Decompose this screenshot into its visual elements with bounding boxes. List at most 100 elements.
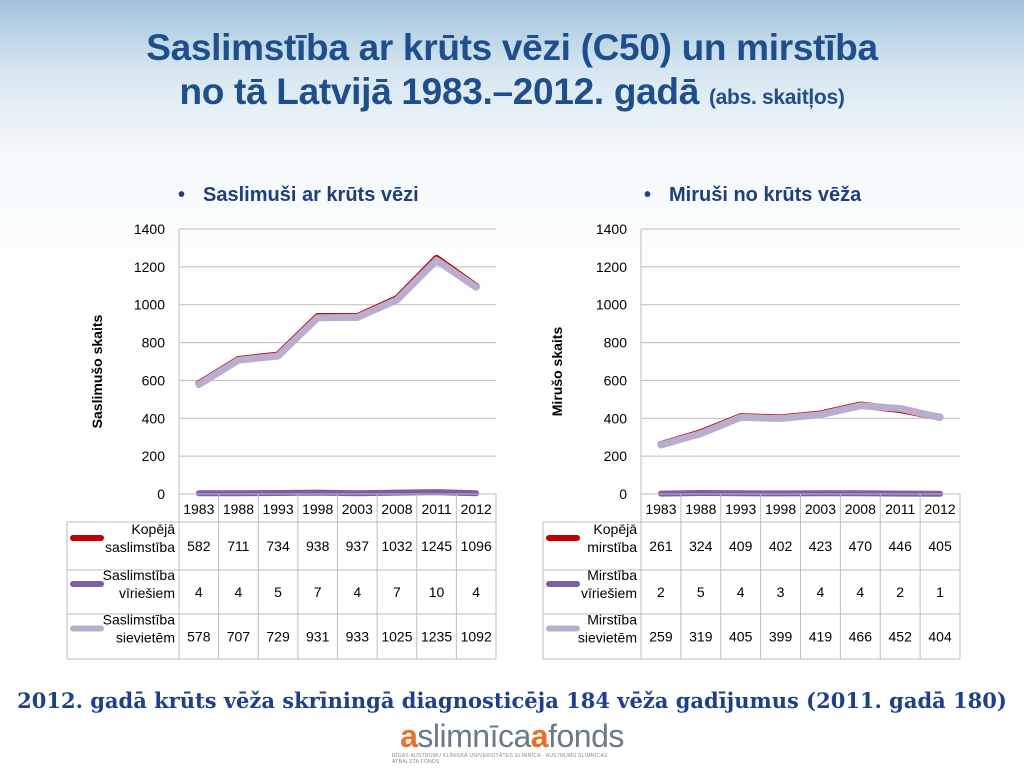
y-tick-label: 0 xyxy=(619,486,627,502)
y-tick-label: 200 xyxy=(604,448,628,464)
legend-label: sievietēm xyxy=(578,630,637,646)
x-tick-label: 1998 xyxy=(302,501,333,517)
logo-a-2: a xyxy=(530,718,549,754)
data-value: 324 xyxy=(689,538,713,554)
x-tick-label: 1983 xyxy=(645,501,676,517)
mortality-chart: 0 200 400 600 800 1000 1200 1400 Mirušo skaits 19… xyxy=(542,221,961,660)
y-tick-label: 200 xyxy=(142,448,166,464)
legend-label: Saslimstība xyxy=(103,612,176,628)
data-value: 711 xyxy=(227,538,250,554)
legend-label: vīriešiem xyxy=(119,585,175,601)
title-line-2-text: no tā Latvijā 1983.–2012. gadā xyxy=(179,71,699,112)
hospital-logo: aslimnīcaafonds xyxy=(0,718,1024,754)
data-value: 3 xyxy=(777,584,785,600)
incidence-chart: 0 200 400 600 800 1000 1200 1400 Saslimušo skait… xyxy=(66,221,497,660)
data-value: 729 xyxy=(266,629,290,645)
series-line xyxy=(657,402,944,449)
y-tick-label: 1000 xyxy=(134,297,165,313)
series-line xyxy=(195,489,480,497)
data-value: 1092 xyxy=(461,629,492,645)
bullet-icon: • xyxy=(644,184,652,206)
right-panel-title-text: Miruši no krūts vēža xyxy=(669,184,862,206)
data-value: 10 xyxy=(429,584,445,600)
data-value: 734 xyxy=(266,538,290,554)
title-unit: (abs. skaitļos) xyxy=(708,86,845,109)
data-value: 4 xyxy=(817,584,825,600)
data-value: 582 xyxy=(187,538,211,554)
x-tick-label: 2011 xyxy=(422,501,452,517)
data-value: 7 xyxy=(314,584,322,600)
legend-label: Saslimstība xyxy=(103,567,176,583)
data-value: 5 xyxy=(697,584,705,600)
data-value: 578 xyxy=(187,629,211,645)
data-value: 1032 xyxy=(381,538,412,554)
data-value: 931 xyxy=(306,629,330,645)
legend-label: vīriešiem xyxy=(581,585,637,601)
legend-label: saslimstība xyxy=(105,539,175,555)
data-value: 470 xyxy=(849,538,873,554)
data-value: 1025 xyxy=(381,629,412,645)
data-value: 4 xyxy=(856,584,864,600)
data-value: 933 xyxy=(346,629,370,645)
data-value: 261 xyxy=(649,538,673,554)
data-value: 405 xyxy=(928,538,952,554)
data-value: 707 xyxy=(227,629,251,645)
x-tick-label: 1988 xyxy=(685,501,716,517)
legend-label: Mirstība xyxy=(587,567,637,583)
legend-label: Kopējā xyxy=(593,521,637,537)
x-tick-label: 1998 xyxy=(765,501,796,517)
data-value: 466 xyxy=(849,629,873,645)
data-value: 4 xyxy=(195,584,203,600)
legend-label: Kopējā xyxy=(131,521,175,537)
data-value: 404 xyxy=(928,629,952,645)
data-value: 399 xyxy=(769,629,793,645)
data-value: 402 xyxy=(769,538,793,554)
y-axis-label: Mirušo skaits xyxy=(549,327,565,417)
data-value: 5 xyxy=(274,584,282,600)
legend-label: sievietēm xyxy=(116,630,175,646)
data-value: 938 xyxy=(306,538,330,554)
y-tick-label: 600 xyxy=(604,372,628,388)
series-line xyxy=(195,254,480,388)
data-value: 2 xyxy=(657,584,665,600)
data-value: 409 xyxy=(729,538,753,554)
left-panel-title: • Saslimuši ar krūts vēzi xyxy=(178,184,419,207)
logo-text-2: fonds xyxy=(548,718,624,754)
data-value: 1 xyxy=(936,584,944,600)
x-tick-label: 2008 xyxy=(845,501,876,517)
x-tick-label: 2008 xyxy=(381,501,412,517)
y-tick-label: 1200 xyxy=(134,259,165,275)
y-tick-label: 1000 xyxy=(596,297,627,313)
x-tick-label: 1988 xyxy=(223,501,254,517)
legend-label: Mirstība xyxy=(587,612,637,628)
data-value: 423 xyxy=(809,538,833,554)
x-tick-label: 2003 xyxy=(805,501,836,517)
data-value: 4 xyxy=(235,584,243,600)
y-tick-label: 1200 xyxy=(596,259,627,275)
x-tick-label: 1983 xyxy=(183,501,214,517)
x-tick-label: 1993 xyxy=(262,501,293,517)
right-panel-title: • Miruši no krūts vēža xyxy=(644,184,861,207)
data-value: 7 xyxy=(393,584,401,600)
x-tick-label: 2003 xyxy=(342,501,373,517)
data-value: 937 xyxy=(346,538,370,554)
logo-text-1: slimnīca xyxy=(417,718,531,754)
y-axis-label: Saslimušo skaits xyxy=(89,314,105,428)
y-tick-label: 1400 xyxy=(596,221,627,237)
data-value: 319 xyxy=(689,629,713,645)
logo-subtext: RĪGAS AUSTRUMU KLĪNISKĀ UNIVERSITĀTES SL… xyxy=(392,753,608,765)
data-value: 4 xyxy=(472,584,480,600)
title-line-1: Saslimstība ar krūts vēzi (C50) un mirst… xyxy=(146,27,878,68)
slide-title: Saslimstība ar krūts vēzi (C50) un mirst… xyxy=(0,26,1024,120)
y-tick-label: 800 xyxy=(142,335,166,351)
x-tick-label: 2012 xyxy=(924,501,955,517)
data-value: 2 xyxy=(896,584,904,600)
x-tick-label: 1993 xyxy=(725,501,756,517)
y-tick-label: 0 xyxy=(157,486,165,502)
data-value: 419 xyxy=(809,629,833,645)
y-tick-label: 400 xyxy=(604,410,628,426)
y-tick-label: 800 xyxy=(604,335,628,351)
data-value: 1235 xyxy=(421,629,452,645)
data-value: 452 xyxy=(889,629,913,645)
data-value: 1245 xyxy=(421,538,452,554)
